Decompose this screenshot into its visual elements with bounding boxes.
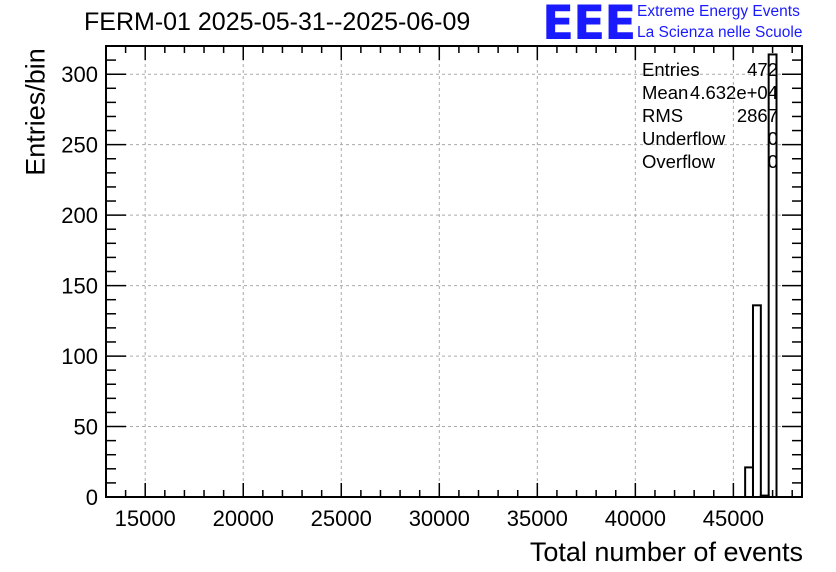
- stats-box: Entries 472 Mean 4.632e+04 RMS 2867 Underflow 0…: [642, 59, 778, 172]
- logo-line-1: Extreme Energy Events: [637, 3, 800, 20]
- x-tick-label: 40000: [605, 506, 666, 531]
- stats-label: RMS: [642, 105, 683, 126]
- histogram-bin: [751, 304, 762, 499]
- stats-value: 4.632e+04: [690, 82, 778, 103]
- x-tick-label: 15000: [115, 506, 176, 531]
- stats-label: Overflow: [642, 151, 716, 172]
- stats-value: 0: [768, 128, 778, 149]
- x-tick-label: 20000: [213, 506, 274, 531]
- axis-ticks: [105, 45, 802, 498]
- axis-tick-labels: 15000 20000 25000 30000 35000 40000 45000 0 50 10…: [61, 62, 764, 531]
- x-tick-label: 35000: [507, 506, 568, 531]
- histogram-bin: [744, 466, 754, 499]
- x-tick-label: 25000: [311, 506, 372, 531]
- y-tick-label: 300: [61, 62, 98, 87]
- y-tick-label: 250: [61, 133, 98, 158]
- grid-lines: [106, 46, 802, 497]
- eee-logo: EEE: [542, 0, 636, 51]
- stats-label: Mean: [642, 82, 688, 103]
- y-tick-label: 50: [74, 415, 98, 440]
- y-tick-label: 200: [61, 203, 98, 228]
- logo-line-2: La Scienza nelle Scuole: [637, 24, 803, 41]
- x-axis-label: Total number of events: [529, 537, 803, 567]
- stats-value: 0: [768, 151, 778, 172]
- chart-title: FERM-01 2025-05-31--2025-06-09: [84, 8, 471, 36]
- x-tick-label: 45000: [703, 506, 764, 531]
- stats-value: 2867: [737, 105, 778, 126]
- stats-value: 472: [747, 59, 778, 80]
- plot-frame: [105, 45, 803, 498]
- x-tick-label: 30000: [409, 506, 470, 531]
- y-tick-label: 150: [61, 274, 98, 299]
- stats-label: Underflow: [642, 128, 726, 149]
- y-tick-label: 100: [61, 344, 98, 369]
- stats-label: Entries: [642, 59, 700, 80]
- y-tick-label: 0: [86, 485, 98, 510]
